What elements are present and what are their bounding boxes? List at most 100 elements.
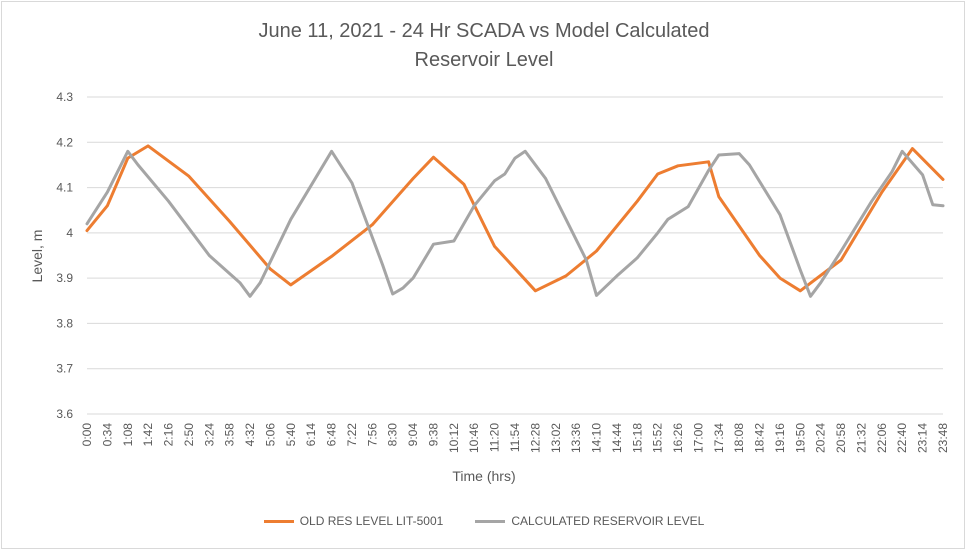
data-point-series-1 (544, 177, 547, 180)
data-point-series-0 (146, 144, 150, 148)
data-point-series-0 (778, 276, 782, 280)
data-point-series-1 (330, 150, 333, 153)
data-point-series-0 (289, 283, 292, 287)
x-tick-label: 1:08 (121, 423, 135, 447)
data-point-series-1 (238, 281, 242, 284)
data-point-series-1 (666, 218, 670, 221)
x-tick-label: 0:34 (100, 423, 114, 447)
x-tick-label: 0:00 (80, 423, 94, 447)
legend-label-calculated-level: CALCULATED RESERVOIR LEVEL (511, 514, 705, 528)
x-tick-label: 13:36 (569, 423, 583, 453)
data-point-series-0 (880, 190, 884, 194)
data-point-series-1 (381, 263, 384, 266)
data-point-series-1 (126, 150, 129, 153)
data-point-series-0 (839, 258, 843, 262)
data-point-series-0 (493, 245, 496, 248)
x-tick-label: 11:20 (488, 423, 502, 452)
data-point-series-1 (799, 268, 802, 272)
data-point-series-1 (208, 254, 211, 257)
data-point-series-1 (106, 190, 109, 194)
y-tick-label: 4 (66, 226, 73, 240)
data-point-series-0 (799, 289, 802, 292)
data-point-series-0 (411, 177, 415, 180)
data-point-series-0 (187, 175, 191, 178)
legend-label-old-res-level: OLD RES LEVEL LIT-5001 (299, 514, 444, 528)
data-point-series-1 (391, 292, 394, 296)
data-point-series-1 (85, 222, 89, 225)
data-point-series-1 (839, 249, 843, 253)
data-point-series-0 (636, 200, 639, 203)
x-tick-label: 20:24 (814, 423, 828, 453)
x-tick-label: 3:24 (202, 423, 216, 447)
x-tick-label: 18:08 (732, 423, 746, 453)
data-point-series-1 (931, 203, 934, 206)
data-point-series-0 (228, 220, 231, 223)
data-point-series-1 (717, 153, 720, 157)
x-tick-label: 8:30 (386, 423, 400, 447)
data-point-series-0 (564, 274, 568, 278)
x-tick-label: 15:52 (651, 423, 665, 453)
data-point-series-1 (411, 276, 415, 280)
data-point-series-1 (870, 200, 873, 203)
x-tick-label: 3:58 (223, 423, 237, 447)
x-tick-label: 20:58 (834, 423, 848, 453)
data-point-series-0 (534, 289, 537, 292)
data-point-series-0 (595, 249, 598, 253)
data-point-series-0 (432, 156, 435, 159)
x-tick-label: 17:34 (712, 423, 726, 453)
x-tick-label: 7:56 (365, 423, 379, 447)
data-point-series-1 (136, 163, 140, 167)
data-point-series-1 (595, 294, 598, 297)
data-point-series-0 (371, 223, 374, 226)
chart-legend: OLD RES LEVEL LIT-5001 CALCULATED RESERV… (0, 514, 968, 528)
x-tick-label: 6:14 (304, 423, 318, 447)
data-point-series-1 (809, 295, 812, 298)
y-tick-label: 4.3 (56, 90, 73, 104)
data-point-series-1 (941, 204, 945, 207)
data-point-series-0 (941, 178, 945, 181)
x-tick-label: 5:06 (263, 423, 277, 447)
x-tick-label: 9:04 (406, 423, 420, 447)
data-point-series-0 (126, 156, 129, 160)
y-tick-label: 3.6 (56, 407, 73, 421)
data-point-series-1 (248, 295, 252, 298)
x-tick-label: 19:16 (773, 423, 787, 453)
chart-subtitle: Reservoir Level (414, 49, 554, 71)
data-point-series-1 (921, 173, 924, 177)
series-line-1 (85, 149, 945, 298)
data-point-series-0 (106, 204, 109, 207)
x-tick-label: 16:26 (671, 423, 685, 453)
x-tick-label: 4:32 (243, 423, 257, 447)
legend-swatch-calculated-level (475, 519, 506, 523)
data-point-series-1 (401, 286, 405, 290)
data-point-series-0 (758, 254, 761, 257)
data-point-series-1 (432, 243, 435, 246)
x-tick-label: 22:40 (895, 423, 909, 453)
data-point-series-1 (167, 200, 170, 203)
x-tick-label: 21:32 (854, 423, 868, 453)
data-point-series-1 (707, 169, 710, 172)
y-tick-label: 3.7 (56, 362, 73, 376)
data-point-series-1 (615, 274, 619, 278)
x-tick-label: 17:00 (691, 423, 705, 453)
data-point-series-1 (513, 156, 517, 160)
data-point-series-1 (350, 181, 354, 185)
data-point-series-1 (738, 152, 741, 155)
data-point-series-1 (473, 204, 476, 207)
data-point-series-1 (585, 258, 588, 262)
x-axis-label: Time (hrs) (452, 468, 516, 484)
y-tick-label: 4.2 (56, 135, 73, 149)
x-tick-label: 7:22 (345, 423, 359, 447)
legend-item-calculated-level: CALCULATED RESERVOIR LEVEL (475, 514, 704, 528)
data-point-series-0 (707, 160, 710, 163)
data-point-series-1 (636, 256, 639, 259)
y-tick-label: 3.9 (56, 271, 73, 285)
data-point-series-1 (890, 170, 894, 173)
x-tick-label: 5:40 (284, 423, 298, 447)
data-point-series-0 (330, 255, 333, 258)
x-tick-label: 18:42 (753, 423, 767, 453)
data-point-series-1 (289, 218, 292, 221)
x-tick-label: 9:38 (426, 423, 440, 447)
